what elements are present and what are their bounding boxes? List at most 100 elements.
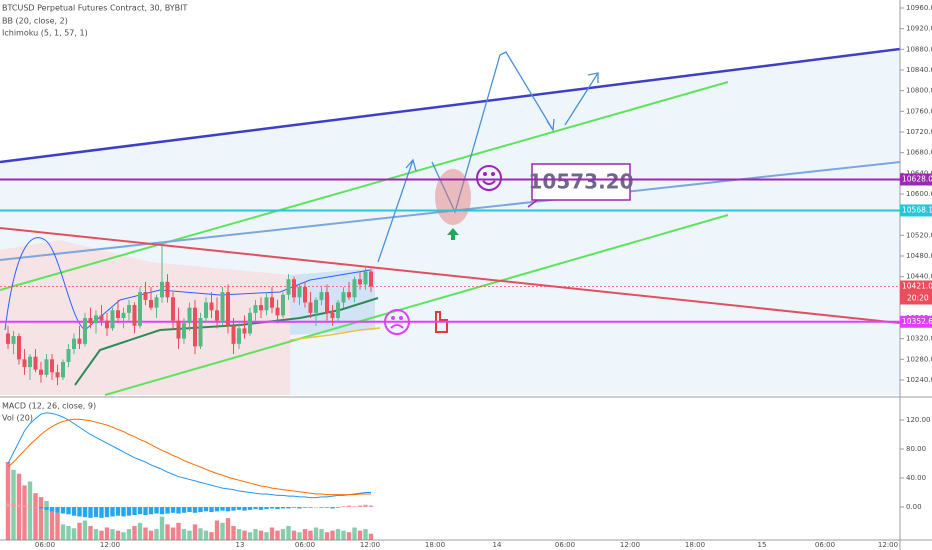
- cloud-red: [0, 240, 290, 395]
- y-tick-label: 10760.00: [906, 107, 932, 115]
- candle-body: [171, 297, 175, 321]
- volume-bar: [214, 520, 220, 540]
- candle-body: [39, 369, 43, 375]
- macd-histogram: [275, 507, 280, 510]
- y-tick-label: 10240.00: [906, 376, 932, 384]
- x-tick-label: 14: [493, 541, 502, 549]
- volume-bar: [66, 525, 71, 540]
- candle-body: [314, 299, 318, 313]
- candle-body: [160, 281, 164, 298]
- macd-histogram: [247, 507, 253, 510]
- macd-histogram: [220, 507, 225, 511]
- candle-body: [237, 328, 241, 344]
- volume-bar: [126, 529, 132, 540]
- candle-body: [176, 320, 181, 339]
- volume-bar: [176, 522, 181, 540]
- candle-body: [204, 302, 208, 318]
- y-tick-label: 10480.00: [906, 252, 932, 260]
- price-label: 10421.00: [902, 281, 932, 290]
- y-tick-label: 80.00: [906, 445, 926, 453]
- volume-bar: [335, 529, 341, 540]
- macd-histogram: [335, 507, 341, 508]
- candle-body: [72, 338, 76, 349]
- x-tick-label: 12:00: [100, 541, 120, 549]
- indicator-label: Ichimoku (5, 1, 57, 1): [2, 29, 88, 38]
- candle-body: [83, 318, 87, 344]
- candle-body: [341, 292, 346, 303]
- volume-bar: [132, 525, 137, 540]
- x-tick-label: 06:00: [35, 541, 55, 549]
- candle-body: [61, 361, 65, 378]
- macd-histogram: [60, 507, 66, 514]
- candle-body: [259, 305, 263, 311]
- volume-bar: [115, 530, 121, 540]
- y-tick-label: 10280.00: [906, 355, 932, 363]
- macd-histogram: [99, 507, 104, 518]
- trend-line: [0, 227, 901, 324]
- macd-line: [7, 418, 371, 496]
- macd-histogram: [352, 506, 357, 507]
- volume-bar: [225, 518, 231, 540]
- macd-histogram: [159, 507, 165, 515]
- volume-bar: [247, 532, 253, 540]
- macd-histogram: [66, 507, 71, 515]
- chart-title: BTCUSD Perpetual Futures Contract, 30, B…: [2, 4, 187, 13]
- indicator-label: Vol (20): [2, 414, 33, 423]
- macd-histogram: [126, 507, 132, 516]
- macd-histogram: [88, 507, 93, 518]
- volume-bar: [341, 530, 346, 540]
- macd-histogram: [214, 507, 220, 512]
- ichimoku-line: [289, 327, 381, 341]
- price-label-bg: [900, 173, 932, 186]
- y-tick-label: 10680.00: [906, 149, 932, 157]
- macd-histogram: [302, 507, 308, 508]
- candle-body: [330, 312, 335, 318]
- volume-bar: [253, 529, 258, 540]
- macd-histogram: [280, 507, 286, 509]
- x-tick-label: 06:00: [815, 541, 835, 549]
- candle-body: [110, 310, 115, 329]
- volume-bar: [121, 532, 126, 540]
- candle-body: [132, 305, 137, 326]
- volume-bar: [104, 527, 110, 540]
- macd-histogram: [176, 507, 181, 514]
- candle-body: [352, 279, 357, 298]
- price-label-bg: [900, 280, 932, 293]
- x-tick-label: 12:00: [360, 541, 380, 549]
- macd-histogram: [137, 507, 143, 515]
- candle-body: [165, 281, 170, 298]
- volume-bar: [231, 525, 236, 540]
- volume-bar: [313, 527, 319, 540]
- y-tick-label: 10880.00: [906, 45, 932, 53]
- candle-body: [28, 356, 32, 368]
- candle-body: [77, 338, 82, 344]
- macd-histogram: [33, 507, 38, 508]
- volume-bar: [170, 527, 176, 540]
- candle-body: [127, 305, 131, 313]
- volume-bar: [187, 530, 192, 540]
- candle-body: [297, 287, 302, 298]
- candle-body: [253, 305, 258, 313]
- macd-histogram: [242, 507, 247, 511]
- macd-histogram: [236, 507, 242, 510]
- macd-histogram: [253, 507, 258, 510]
- macd-histogram: [170, 507, 176, 513]
- volume-bar: [264, 532, 269, 540]
- volume-bar: [192, 524, 198, 540]
- candle-body: [281, 294, 285, 316]
- candle-body: [66, 349, 71, 362]
- macd-histogram: [313, 507, 319, 508]
- smiley-icon: [476, 165, 502, 191]
- x-tick-label: 13: [236, 541, 245, 549]
- countdown-label: 20:20: [907, 293, 929, 302]
- volume-bar: [93, 529, 99, 540]
- volume-bar: [49, 508, 55, 540]
- annotation-box: [531, 163, 631, 201]
- y-tick-label: 120.00: [906, 416, 931, 424]
- candle-body: [149, 299, 153, 308]
- indicator-label: BB (20, close, 2): [2, 17, 68, 26]
- x-tick-label: 18:00: [425, 541, 445, 549]
- countdown-bg: [900, 292, 932, 305]
- macd-histogram: [291, 507, 297, 508]
